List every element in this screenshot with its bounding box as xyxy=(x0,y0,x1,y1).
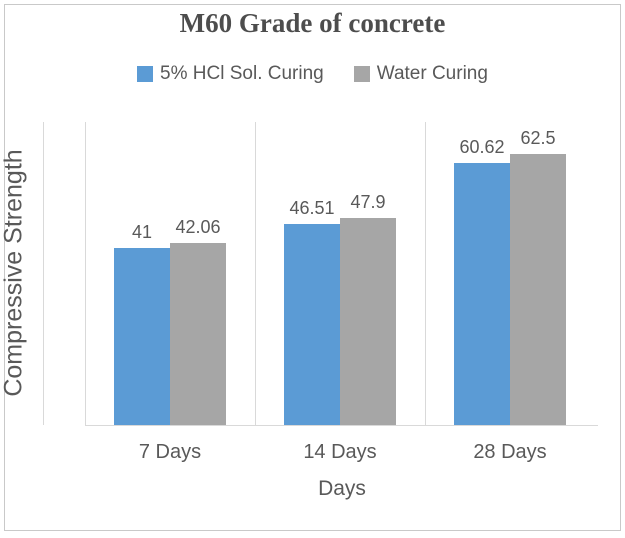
x-tick-label: 14 Days xyxy=(303,441,377,463)
x-axis-line xyxy=(85,425,598,426)
bar-water-curing xyxy=(510,154,566,425)
x-axis-title: Days xyxy=(318,477,366,500)
category-gridline xyxy=(85,122,86,425)
data-label: 41 xyxy=(131,222,153,242)
legend-item-hcl-curing: 5% HCl Sol. Curing xyxy=(137,63,324,85)
legend-label-hcl-curing: 5% HCl Sol. Curing xyxy=(160,63,324,84)
bar-hcl-curing xyxy=(284,224,340,425)
x-tick-label: 7 Days xyxy=(138,441,202,463)
data-label: 62.5 xyxy=(520,128,556,148)
legend-swatch-water-curing xyxy=(353,66,370,82)
legend: 5% HCl Sol. Curing Water Curing xyxy=(0,63,625,85)
data-label: 46.51 xyxy=(289,198,335,218)
category-gridline xyxy=(255,122,256,425)
bar-water-curing xyxy=(340,218,396,425)
bar-hcl-curing xyxy=(454,163,510,425)
y-axis-line xyxy=(43,122,44,425)
data-label: 60.62 xyxy=(459,137,505,157)
category-gridline xyxy=(425,122,426,425)
x-tick-label: 28 Days xyxy=(473,441,547,463)
legend-label-water-curing: Water Curing xyxy=(376,63,488,84)
data-label: 47.9 xyxy=(350,192,386,212)
bar-water-curing xyxy=(170,243,226,425)
chart-title: M60 Grade of concrete xyxy=(179,8,446,38)
bar-hcl-curing xyxy=(114,248,170,425)
y-axis-title: Compressive Strength xyxy=(0,149,28,397)
legend-item-water-curing: Water Curing xyxy=(353,63,488,85)
data-label: 42.06 xyxy=(175,217,221,237)
legend-swatch-hcl-curing xyxy=(137,66,154,82)
